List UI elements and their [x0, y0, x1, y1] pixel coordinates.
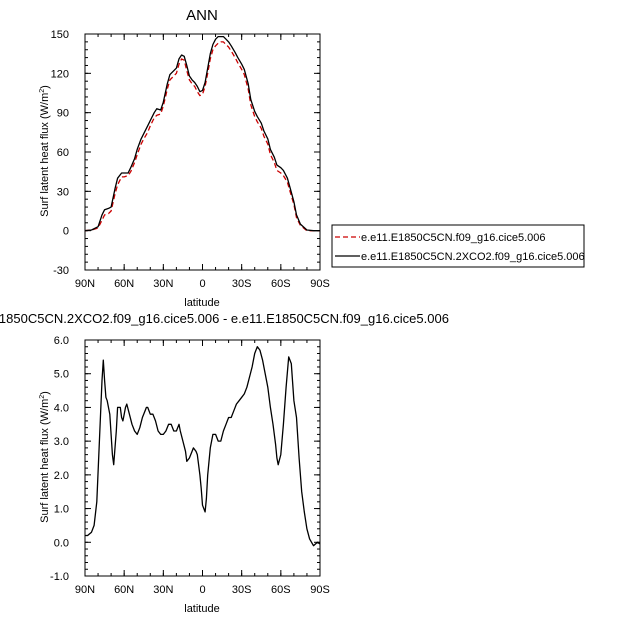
- top-x-tick-label: 60N: [114, 278, 134, 290]
- bottom-y-tick-label: 0.0: [54, 537, 69, 549]
- top-x-tick-label: 30N: [153, 278, 173, 290]
- bottom-y-tick-label: 1.0: [54, 504, 69, 516]
- top-series-line-1: [84, 35, 320, 232]
- top-y-tick-label: 90: [57, 108, 69, 120]
- bottom-x-tick-label: 30N: [153, 584, 173, 596]
- bottom-series-line-0: [85, 346, 321, 547]
- bottom-x-axis-label: latitude: [184, 603, 219, 615]
- top-y-axis-label-sup: 2: [39, 89, 46, 93]
- bottom-x-tick-label: 90S: [310, 584, 330, 596]
- bottom-x-tick-label: 60S: [271, 584, 291, 596]
- bottom-x-tick-label: 90N: [75, 584, 95, 596]
- top-y-tick-label: 30: [57, 186, 69, 198]
- bottom-panel: e.e11.E1850C5CN.2XCO2.f09_g16.cice5.006 …: [0, 311, 449, 615]
- bottom-chart-title: e.e11.E1850C5CN.2XCO2.f09_g16.cice5.006 …: [0, 311, 449, 326]
- bottom-y-tick-label: 5.0: [54, 369, 69, 381]
- top-x-tick-label: 60S: [271, 278, 291, 290]
- top-y-axis-label-text: Surf latent heat flux (W/m: [39, 93, 51, 217]
- top-y-tick-label: 60: [57, 147, 69, 159]
- bottom-y-tick-label: -1.0: [50, 571, 69, 583]
- top-x-tick-label: 0: [199, 278, 205, 290]
- bottom-y-tick-label: 6.0: [54, 335, 69, 347]
- legend-entry-2xco2: e.e11.E1850C5CN.2XCO2.f09_g16.cice5.006: [361, 251, 585, 263]
- top-chart-title: ANN: [186, 7, 218, 24]
- top-series-line-0: [84, 41, 320, 232]
- bottom-x-tick-label: 30S: [232, 584, 252, 596]
- top-y-axis-label: Surf latent heat flux (W/m2): [39, 85, 51, 217]
- bottom-y-axis-label-close: ): [39, 391, 51, 395]
- bottom-x-tick-label: 60N: [114, 584, 134, 596]
- legend-box: [331, 224, 585, 268]
- bottom-y-tick-label: 4.0: [54, 402, 69, 414]
- top-plot-frame: [84, 33, 321, 271]
- bottom-y-axis-label-sup: 2: [39, 395, 46, 399]
- bottom-x-tick-label: 0: [199, 584, 205, 596]
- top-y-tick-label: 0: [63, 226, 69, 238]
- top-x-tick-label: 90N: [75, 278, 95, 290]
- top-y-tick-label: -30: [53, 265, 69, 277]
- bottom-y-axis-label-text: Surf latent heat flux (W/m: [39, 399, 51, 523]
- top-panel: ANN latitude Surf latent heat flux (W/m2…: [39, 7, 585, 309]
- top-y-tick-label: 150: [51, 29, 69, 41]
- legend-entry-control: e.e11.E1850C5CN.f09_g16.cice5.006: [361, 232, 546, 244]
- bottom-y-tick-label: 3.0: [54, 436, 69, 448]
- top-y-tick-label: 120: [51, 68, 69, 80]
- top-x-tick-label: 90S: [310, 278, 330, 290]
- bottom-y-axis-label: Surf latent heat flux (W/m2): [39, 391, 51, 523]
- bottom-plot-frame: [84, 339, 321, 577]
- legend: e.e11.E1850C5CN.f09_g16.cice5.006 e.e11.…: [331, 224, 585, 268]
- top-y-axis-label-close: ): [39, 85, 51, 89]
- bottom-y-tick-label: 2.0: [54, 470, 69, 482]
- top-x-tick-label: 30S: [232, 278, 252, 290]
- top-x-axis-label: latitude: [184, 297, 219, 309]
